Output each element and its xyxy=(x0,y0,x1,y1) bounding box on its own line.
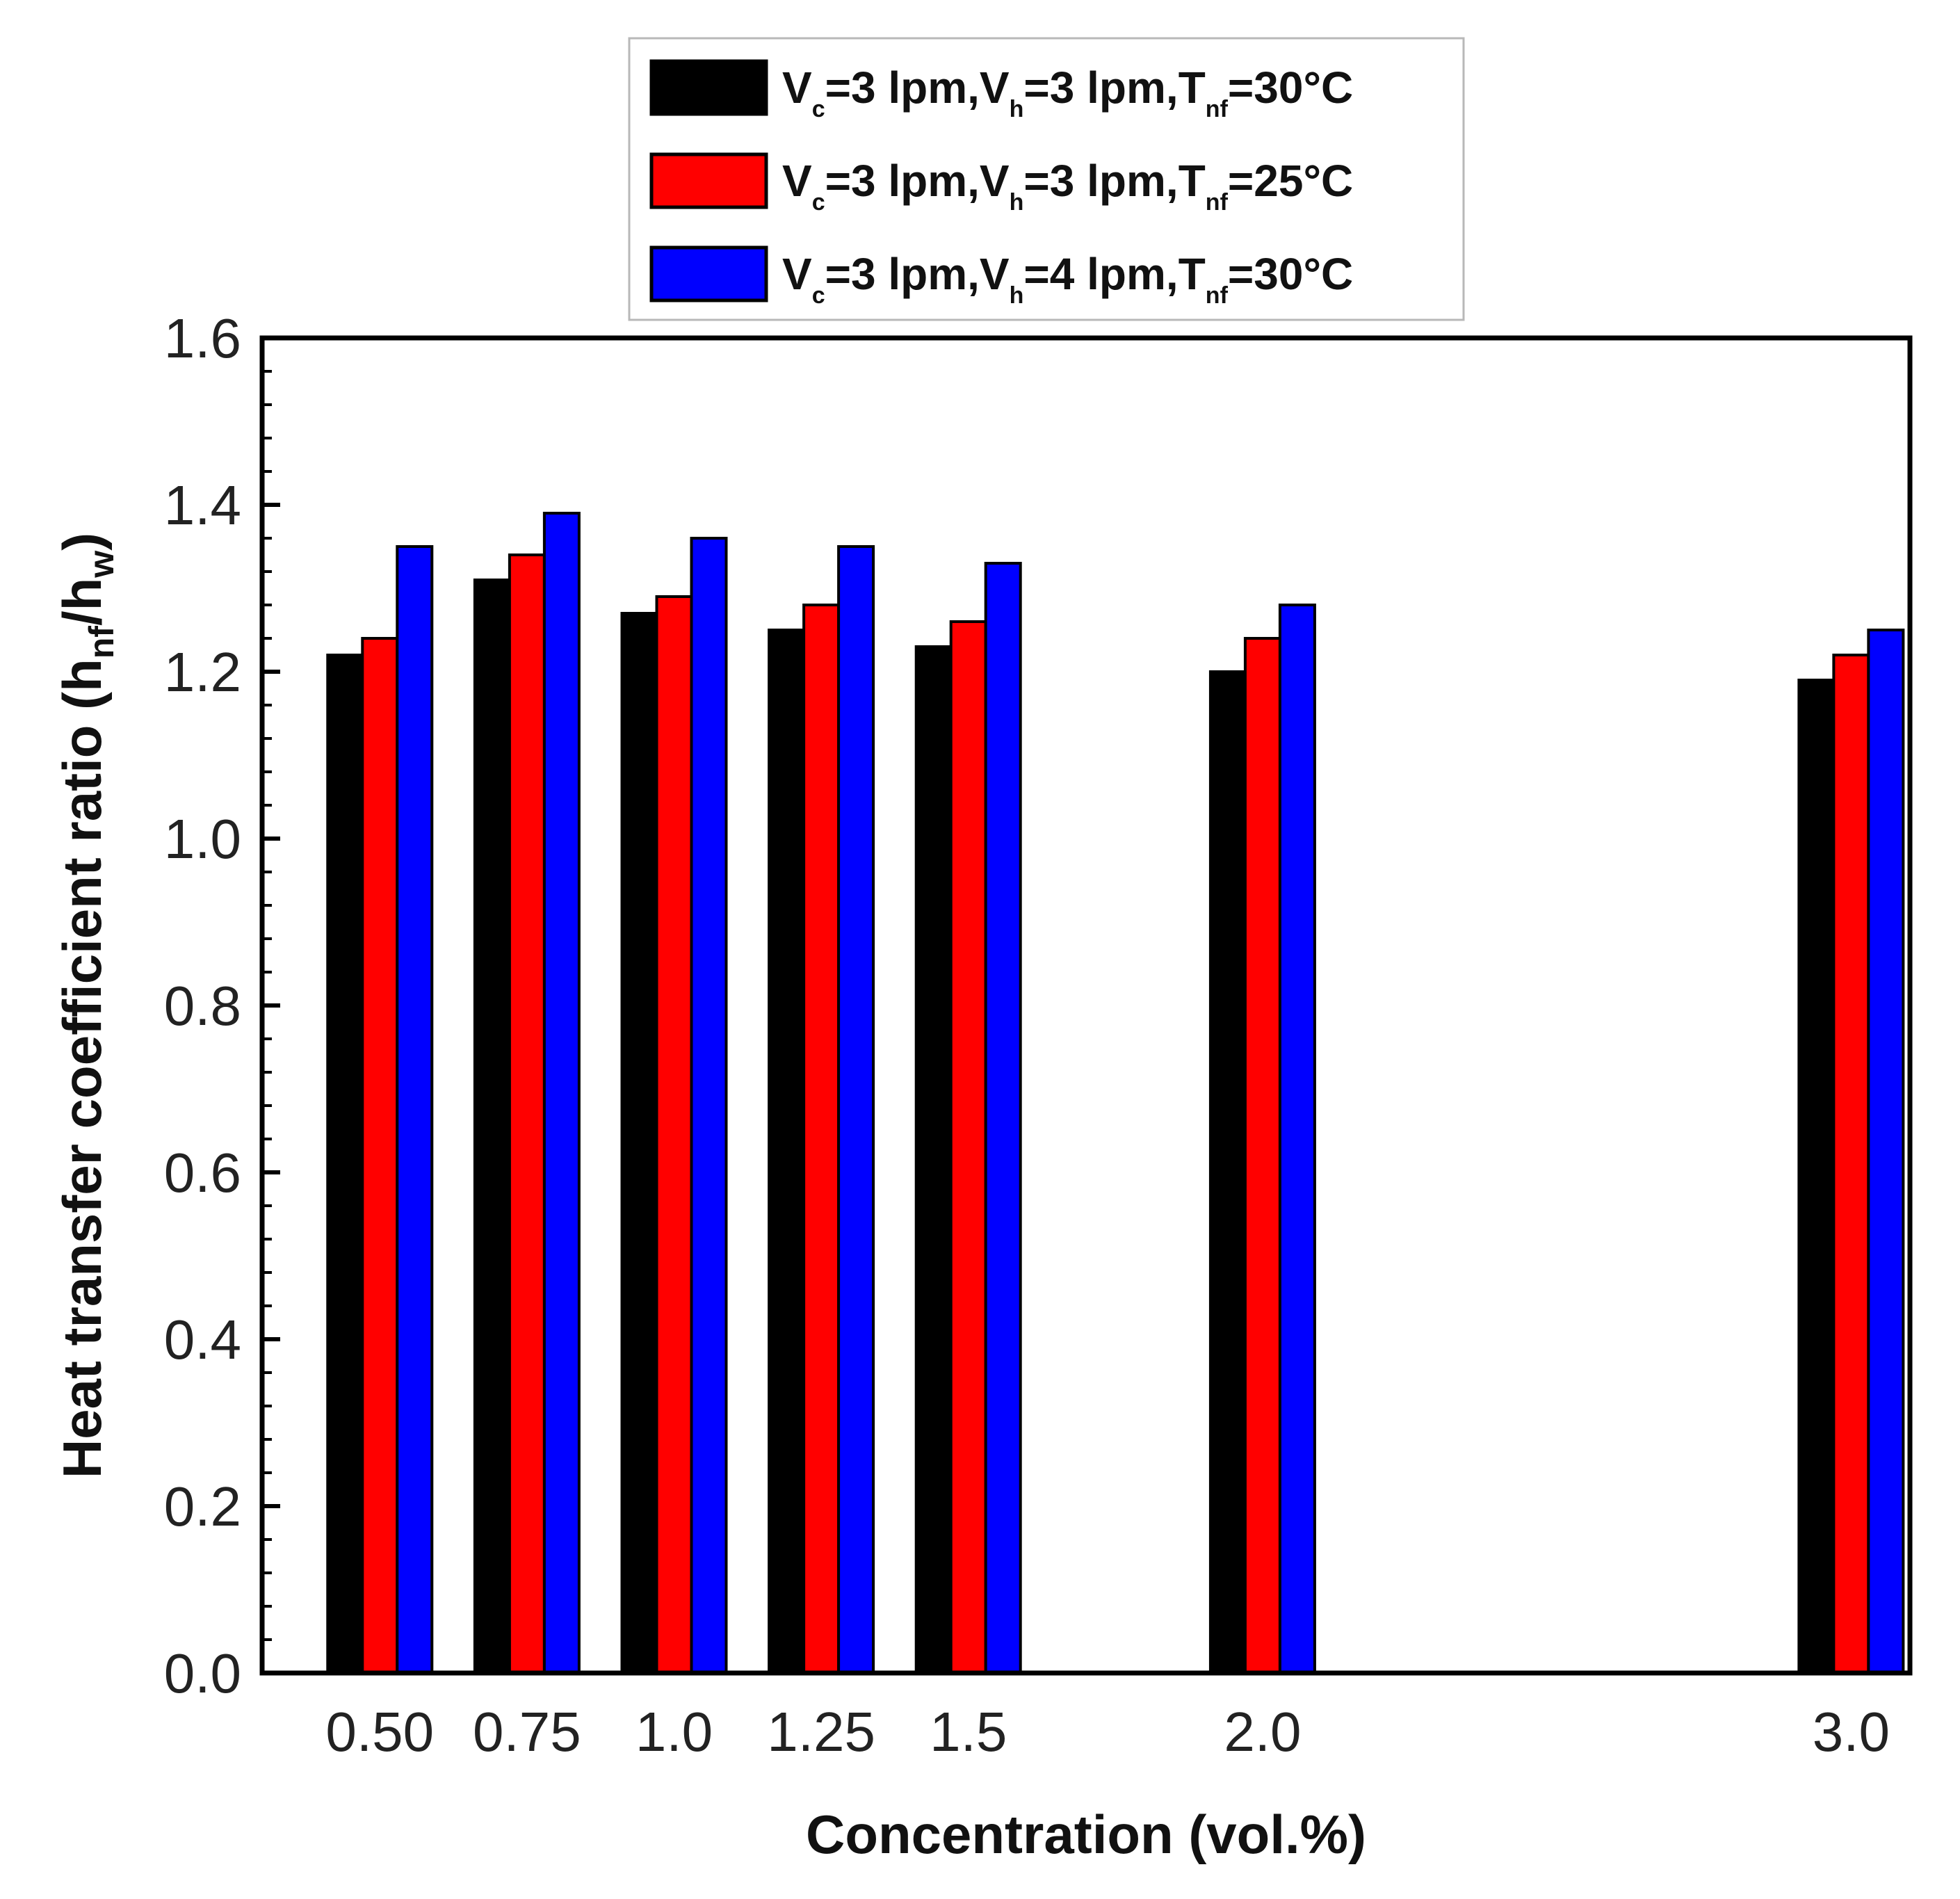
bar-0.50-series-1 xyxy=(326,654,364,1674)
legend-label-2: Vc=3 lpm,Vh=3 lpm,Tnf=25°C xyxy=(782,156,1353,216)
bar-1.25-series-2 xyxy=(802,604,841,1674)
bar-3.0-series-2 xyxy=(1832,654,1870,1674)
plot-frame xyxy=(259,335,1913,1676)
legend-swatch-3 xyxy=(649,245,768,302)
y-tick-label: 0.4 xyxy=(164,1309,241,1371)
bar-2.0-series-1 xyxy=(1208,670,1247,1674)
y-axis-title: Heat transfer coefficient ratio (hnf/hw) xyxy=(51,533,121,1478)
bar-1.5-series-3 xyxy=(984,562,1022,1674)
bar-2.0-series-3 xyxy=(1278,604,1316,1674)
legend-box xyxy=(628,37,1465,321)
legend-label-1: Vc=3 lpm,Vh=3 lpm,Tnf=30°C xyxy=(782,63,1353,122)
x-axis-title: Concentration (vol.%) xyxy=(806,1804,1366,1865)
y-axis-title-sub-w: w xyxy=(82,551,121,579)
y-axis-title-mid: /h xyxy=(51,578,113,626)
x-tick-label: 1.0 xyxy=(635,1701,713,1763)
y-tick-label: 1.0 xyxy=(164,808,241,870)
bar-1.25-series-3 xyxy=(837,545,875,1674)
y-tick-label: 1.4 xyxy=(164,474,241,536)
x-tick-label: 0.75 xyxy=(473,1701,581,1763)
x-tick-label: 0.50 xyxy=(325,1701,434,1763)
x-axis-ticks: 0.50 0.75 1.0 1.25 1.5 2.0 3.0 xyxy=(325,1701,1890,1763)
bar-1.5-series-2 xyxy=(949,620,987,1674)
bar-3.0-series-3 xyxy=(1867,629,1905,1674)
bar-0.50-series-2 xyxy=(361,637,399,1674)
bar-0.75-series-3 xyxy=(542,512,581,1674)
y-tick-label: 0.8 xyxy=(164,975,241,1037)
y-tick-label: 0.6 xyxy=(164,1142,241,1204)
legend-swatch-1 xyxy=(649,59,768,116)
x-tick-label: 3.0 xyxy=(1813,1701,1890,1763)
y-axis-title-sub-nf: nf xyxy=(82,626,121,659)
bar-0.50-series-3 xyxy=(396,545,434,1674)
legend-label-3: Vc=3 lpm,Vh=4 lpm,Tnf=30°C xyxy=(782,249,1353,309)
y-tick-label: 1.6 xyxy=(164,307,241,369)
y-tick-label: 0.2 xyxy=(164,1476,241,1537)
bar-1.0-series-1 xyxy=(620,612,658,1674)
bar-3.0-series-1 xyxy=(1797,679,1836,1674)
bar-1.5-series-1 xyxy=(914,645,953,1674)
x-tick-label: 1.5 xyxy=(930,1701,1007,1763)
bar-0.75-series-2 xyxy=(508,553,546,1674)
y-tick-label: 1.2 xyxy=(164,641,241,703)
y-axis-title-main: Heat transfer coefficient ratio (h xyxy=(51,658,113,1478)
bars xyxy=(326,512,1905,1674)
bar-2.0-series-2 xyxy=(1243,637,1281,1674)
legend: Vc=3 lpm,Vh=3 lpm,Tnf=30°C Vc=3 lpm,Vh=3 … xyxy=(628,37,1465,321)
x-tick-label: 1.25 xyxy=(767,1701,875,1763)
legend-swatch-2 xyxy=(649,152,768,209)
bar-1.0-series-3 xyxy=(690,537,728,1674)
bar-0.75-series-1 xyxy=(473,579,511,1674)
x-tick-label: 2.0 xyxy=(1224,1701,1301,1763)
bar-1.25-series-1 xyxy=(768,629,806,1674)
bar-1.0-series-2 xyxy=(655,595,693,1674)
y-axis-title-end: ) xyxy=(51,533,113,551)
y-tick-label: 0.0 xyxy=(164,1642,241,1704)
y-axis-ticks: 0.0 0.2 0.4 0.6 0.8 1.0 1.2 1.4 1.6 xyxy=(164,307,280,1704)
